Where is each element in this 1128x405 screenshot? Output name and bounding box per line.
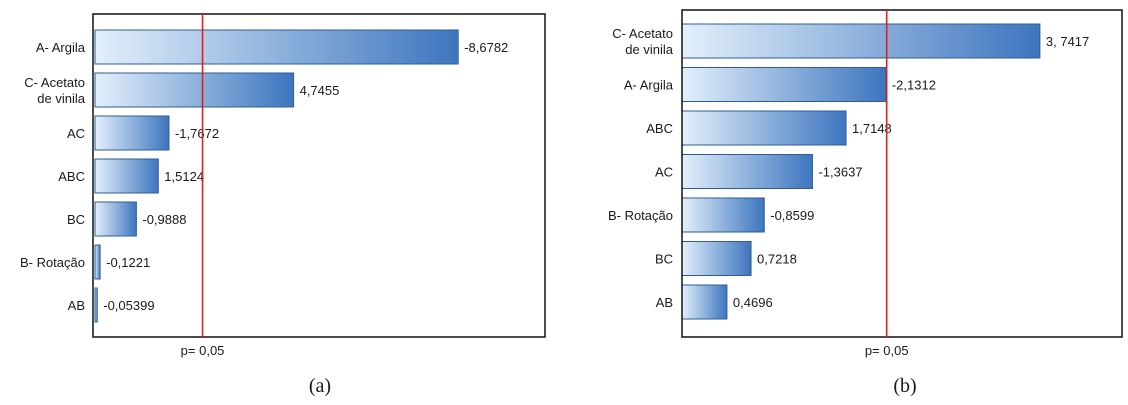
bar: [94, 201, 137, 237]
bar-value-label: 1,5124: [164, 169, 204, 184]
bar: [681, 23, 1041, 59]
reference-line-label: p= 0,05: [181, 343, 225, 358]
bar-value-label: -0,1221: [106, 255, 150, 270]
category-label: C- Acetato de vinila: [612, 26, 673, 57]
bar: [681, 241, 752, 276]
bar: [681, 67, 887, 102]
bar-value-label: -2,1312: [892, 78, 936, 93]
category-label: A- Argila: [36, 40, 86, 55]
bar: [681, 110, 847, 146]
category-label: AB: [68, 298, 85, 313]
category-label: B- Rotação: [608, 208, 673, 223]
bar-value-label: 0,7218: [757, 252, 797, 267]
pareto-chart-a: -8,6782 A- Argila 4,7455 C- Acetato de vinil…: [20, 13, 546, 397]
category-label: BC: [67, 212, 85, 227]
category-label: AB: [656, 295, 673, 310]
panel-caption: (b): [893, 375, 916, 397]
category-label: A- Argila: [624, 78, 674, 93]
category-label: B- Rotação: [20, 255, 85, 270]
bar-value-label: 4,7455: [300, 83, 340, 98]
category-label: ABC: [58, 169, 85, 184]
bar: [94, 115, 170, 151]
bar-value-label: 0,4696: [733, 295, 773, 310]
plot-frame: [92, 13, 546, 338]
plot-frame: [681, 9, 1123, 338]
category-label: C- Acetato de vinila: [24, 75, 85, 106]
category-label: AC: [67, 126, 85, 141]
bar-value-label: 1,7148: [852, 121, 892, 136]
reference-line-label: p= 0,05: [865, 343, 909, 358]
bar-value-label: -8,6782: [464, 40, 508, 55]
panel-caption: (a): [309, 375, 331, 397]
bar: [681, 154, 813, 189]
bar: [94, 158, 159, 194]
bar-value-label: -1,7672: [175, 126, 219, 141]
bar: [94, 72, 295, 108]
bar-value-label: -0,8599: [770, 208, 814, 223]
bar: [94, 244, 101, 280]
pareto-chart-b: 3, 7417 C- Acetato de vinila -2,1312 A- Argi…: [608, 9, 1123, 397]
bar-value-label: -0,9888: [142, 212, 186, 227]
category-label: ABC: [646, 121, 673, 136]
bar: [681, 284, 728, 320]
bar-value-label: -1,3637: [818, 165, 862, 180]
bar: [681, 197, 765, 233]
bar: [94, 287, 98, 323]
bar-value-label: 3, 7417: [1046, 34, 1089, 49]
bar: [94, 29, 459, 65]
category-label: BC: [655, 252, 673, 267]
category-label: AC: [655, 165, 673, 180]
bar-value-label: -0,05399: [103, 298, 154, 313]
